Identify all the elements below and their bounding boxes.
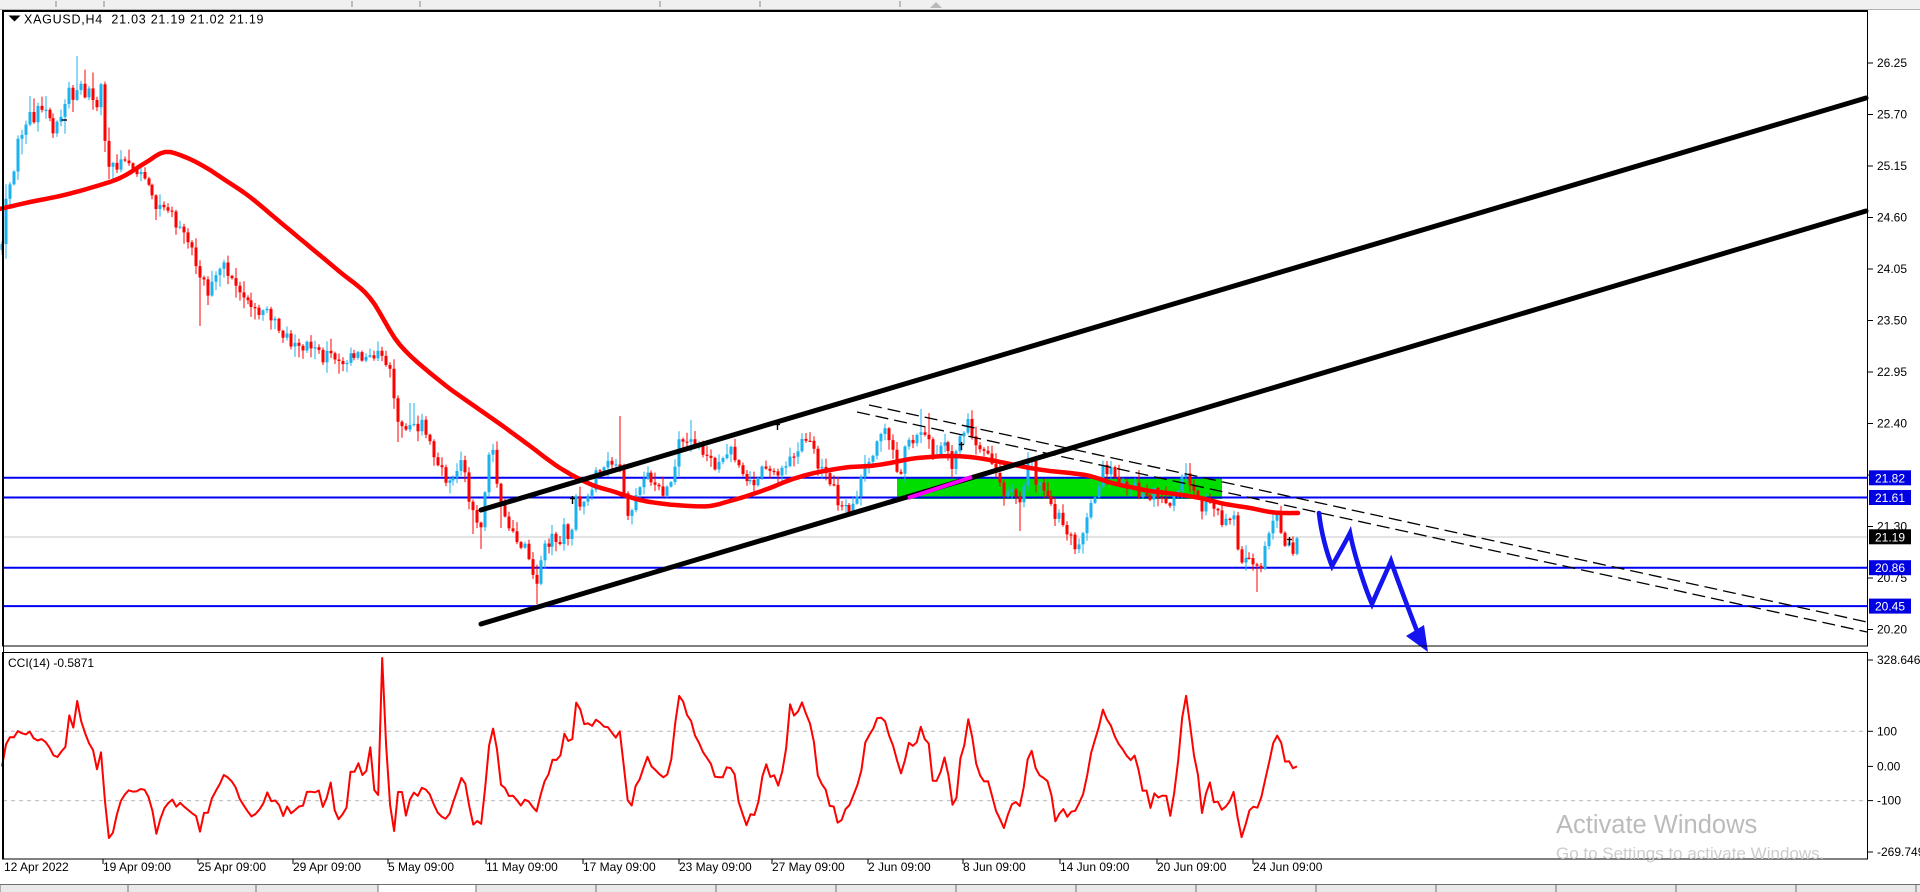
svg-text:20.45: 20.45 [1875,600,1905,614]
svg-text:0.00: 0.00 [1877,759,1901,773]
svg-text:-100: -100 [1877,794,1901,808]
svg-text:25.15: 25.15 [1877,159,1907,173]
svg-text:26.25: 26.25 [1877,56,1907,70]
svg-text:-269.749: -269.749 [1877,845,1920,859]
svg-text:23 May 09:00: 23 May 09:00 [679,860,752,874]
svg-text:24.05: 24.05 [1877,262,1907,276]
svg-text:24.60: 24.60 [1877,211,1907,225]
svg-text:8 Jun 09:00: 8 Jun 09:00 [963,860,1026,874]
svg-text:22.95: 22.95 [1877,365,1907,379]
svg-text:5 May 09:00: 5 May 09:00 [388,860,454,874]
svg-text:17 May 09:00: 17 May 09:00 [583,860,656,874]
svg-text:21.82: 21.82 [1875,471,1905,485]
svg-text:21.19: 21.19 [1875,530,1905,544]
svg-text:20.86: 20.86 [1875,561,1905,575]
svg-text:29 Apr 09:00: 29 Apr 09:00 [293,860,361,874]
svg-text:27 May 09:00: 27 May 09:00 [772,860,845,874]
svg-text:CCI(14) -0.5871: CCI(14) -0.5871 [8,656,94,670]
svg-text:14 Jun 09:00: 14 Jun 09:00 [1060,860,1130,874]
svg-text:328.646: 328.646 [1877,653,1920,667]
svg-text:XAGUSD,H4 21.03 21.19 21.02 2: XAGUSD,H4 21.03 21.19 21.02 21.19 [24,13,264,27]
svg-text:Go to Settings to activate Win: Go to Settings to activate Windows. [1556,844,1824,863]
svg-text:25.70: 25.70 [1877,108,1907,122]
svg-text:25 Apr 09:00: 25 Apr 09:00 [198,860,266,874]
svg-text:2 Jun 09:00: 2 Jun 09:00 [868,860,931,874]
svg-text:11 May 09:00: 11 May 09:00 [486,860,558,874]
svg-text:21.61: 21.61 [1875,491,1905,505]
svg-text:24 Jun 09:00: 24 Jun 09:00 [1253,860,1323,874]
svg-text:Activate Windows: Activate Windows [1556,811,1757,839]
svg-text:22.40: 22.40 [1877,417,1907,431]
svg-text:12 Apr 2022: 12 Apr 2022 [4,860,69,874]
svg-text:23.50: 23.50 [1877,314,1907,328]
svg-text:20.20: 20.20 [1877,623,1907,637]
svg-text:20 Jun 09:00: 20 Jun 09:00 [1157,860,1227,874]
svg-text:100: 100 [1877,724,1897,738]
svg-text:19 Apr 09:00: 19 Apr 09:00 [103,860,171,874]
